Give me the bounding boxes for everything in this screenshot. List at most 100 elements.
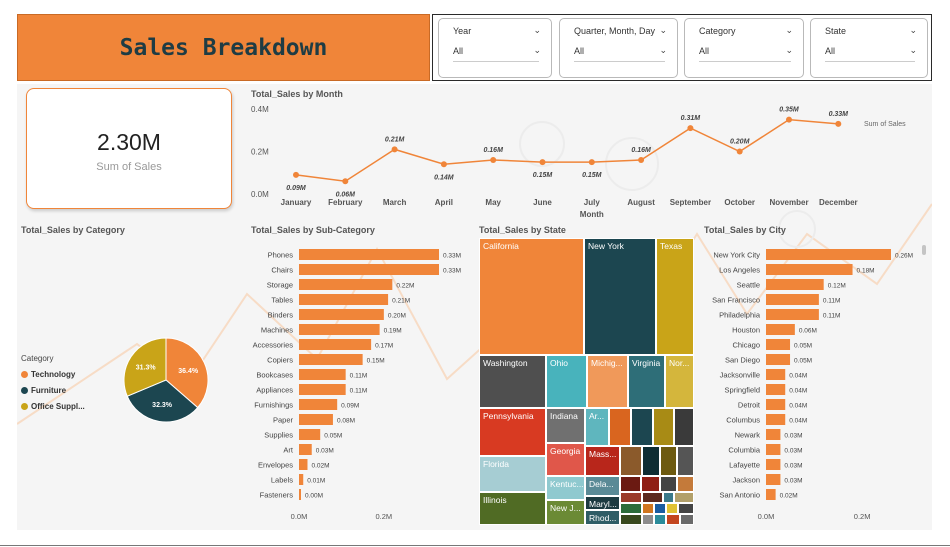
treemap-tile[interactable] [666,503,678,514]
bar-value-label: 0.18M [857,268,875,275]
chevron-up-icon[interactable]: ⌄ [909,25,917,35]
bar [299,324,380,335]
tile-label: Washington [483,358,528,368]
treemap-tile[interactable] [620,476,641,492]
chevron-down-icon[interactable]: ⌄ [909,45,917,55]
treemap-tile[interactable] [674,492,694,503]
bar-value-label: 0.01M [307,478,325,485]
treemap-tile-maryland[interactable]: Maryl... [585,496,620,510]
treemap-tile-california[interactable]: California [479,238,584,355]
treemap-tile[interactable] [678,503,694,514]
treemap-tile[interactable] [654,503,666,514]
chevron-up-icon[interactable]: ⌄ [785,25,793,35]
treemap-tile-georgia[interactable]: Georgia [546,443,585,476]
legend-item-furniture[interactable]: Furniture [21,382,85,398]
treemap-tile-new-jersey[interactable]: New J... [546,500,585,525]
treemap-tile[interactable] [660,446,677,476]
legend-item-technology[interactable]: Technology [21,366,85,382]
bar-value-label: 0.21M [392,298,410,305]
treemap-tile[interactable] [660,476,677,492]
chevron-down-icon[interactable]: ⌄ [533,45,541,55]
treemap-tile-delaware[interactable]: Dela... [585,476,620,496]
category-slicer[interactable]: Category ⌄ All ⌄ [684,18,804,78]
treemap-tile-ohio[interactable]: Ohio [546,355,587,408]
treemap-tile[interactable] [654,514,666,525]
tile-label: Pennsylvania [483,411,534,421]
report-title: Sales Breakdown [119,34,328,61]
treemap-tile[interactable] [609,408,631,446]
data-label: 0.06M [336,191,356,198]
bar-value-label: 0.20M [388,313,406,320]
x-tick-label: 0.0M [758,512,775,521]
chevron-down-icon[interactable]: ⌄ [785,45,793,55]
slice-label: 31.3% [136,364,157,371]
category-label: Storage [267,281,293,290]
treemap-tile-florida[interactable]: Florida [479,456,546,492]
treemap-tile[interactable] [677,446,694,476]
total-sales-card[interactable]: 2.30M Sum of Sales [26,88,232,209]
category-label: Jackson [732,476,760,485]
pie-slice [123,337,167,397]
treemap-tile[interactable] [674,408,694,446]
treemap-tile[interactable] [620,492,642,503]
treemap-tile-texas[interactable]: Texas [656,238,694,355]
treemap-tile-illinois[interactable]: Illinois [479,492,546,525]
treemap-tile-michigan[interactable]: Michig... [587,355,628,408]
subcategory-bar-chart[interactable]: Phones 0.33M Chairs 0.33M Storage 0.22M Tables… [245,243,470,525]
bar-value-label: 0.03M [784,463,802,470]
bar-value-label: 0.05M [324,433,342,440]
treemap-tile[interactable] [680,514,694,525]
treemap-tile-virginia[interactable]: Virginia [628,355,665,408]
slicer-dropdown[interactable]: All [825,46,915,62]
category-label: Furnishings [254,401,293,410]
treemap-tile[interactable] [663,492,674,503]
data-point [490,157,497,163]
treemap-tile[interactable] [642,446,660,476]
category-pie-chart[interactable]: 36.4% 32.3% 31.3% [118,332,214,428]
legend-item-office-supplies[interactable]: Office Suppl... [21,398,85,414]
scrollbar[interactable] [922,245,926,255]
chevron-up-icon[interactable]: ⌄ [659,25,667,35]
slicer-dropdown[interactable]: All [699,46,791,62]
city-bar-chart[interactable]: New York City 0.26M Los Angeles 0.18M Seattl… [700,243,930,525]
treemap-tile[interactable] [666,514,680,525]
category-label: Appliances [256,386,293,395]
data-point [391,146,398,153]
state-slicer[interactable]: State ⌄ All ⌄ [810,18,928,78]
quarter-month-day-slicer[interactable]: Quarter, Month, Day ⌄ All ⌄ [559,18,678,78]
x-tick-label: 0.2M [854,512,871,521]
state-treemap[interactable]: California New York Texas Washington Ohi… [479,238,694,525]
year-slicer[interactable]: Year ⌄ All ⌄ [438,18,552,78]
treemap-tile[interactable] [620,503,642,514]
bar [299,474,304,485]
treemap-tile[interactable] [620,446,642,476]
treemap-tile-washington[interactable]: Washington [479,355,546,408]
bar-value-label: 0.03M [784,478,802,485]
treemap-tile-kentucky[interactable]: Kentuc... [546,476,585,500]
treemap-tile[interactable] [631,408,653,446]
treemap-tile[interactable] [642,503,654,514]
chevron-down-icon[interactable]: ⌄ [659,45,667,55]
chevron-up-icon[interactable]: ⌄ [533,25,541,35]
data-point [539,159,546,166]
x-tick-label: July [584,198,601,207]
treemap-tile-arizona[interactable]: Ar... [585,408,609,446]
treemap-tile[interactable] [677,476,694,492]
tile-label: Texas [660,241,683,251]
treemap-tile[interactable] [653,408,674,446]
treemap-tile-indiana[interactable]: Indiana [546,408,585,443]
slicer-dropdown[interactable]: All [453,46,539,62]
treemap-tile-pennsylvania[interactable]: Pennsylvania [479,408,546,456]
treemap-tile[interactable] [620,514,642,525]
treemap-tile-north-carolina[interactable]: Nor... [665,355,694,408]
data-label: 0.09M [286,185,306,192]
x-tick-label: May [485,198,501,207]
treemap-tile-massachusetts[interactable]: Mass... [585,446,620,476]
slicer-dropdown[interactable]: All [574,46,665,62]
treemap-tile-rhode-island[interactable]: Rhod... [585,510,620,525]
treemap-tile[interactable] [642,492,663,503]
treemap-tile[interactable] [642,514,654,525]
treemap-tile[interactable] [641,476,660,492]
treemap-tile-new-york[interactable]: New York [584,238,656,355]
